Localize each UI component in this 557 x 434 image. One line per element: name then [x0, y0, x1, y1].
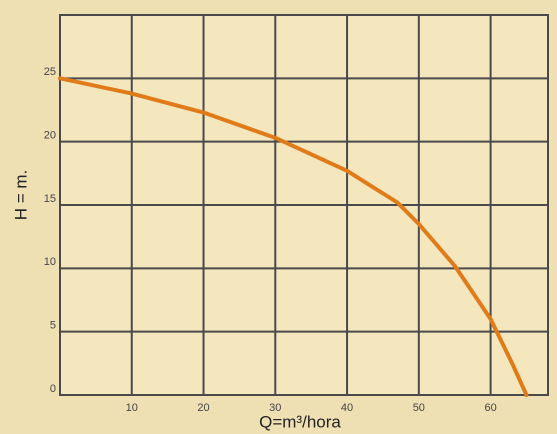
y-tick-label: 15	[44, 193, 56, 205]
curve	[58, 76, 529, 397]
y-tick-label: 10	[44, 256, 56, 268]
x-axis-label: Q=m³/hora	[259, 412, 341, 431]
y-tick-label: 0	[50, 383, 56, 395]
x-tick-label: 10	[126, 402, 138, 414]
y-tick-label: 25	[44, 66, 56, 78]
x-tick-label: 20	[197, 402, 209, 414]
y-tick-label: 5	[50, 320, 56, 332]
x-tick-label: 30	[269, 402, 281, 414]
x-tick-label: 50	[413, 402, 425, 414]
x-tick-label: 60	[484, 402, 496, 414]
y-tick-label: 20	[44, 130, 56, 142]
x-tick-label: 40	[341, 402, 353, 414]
y-axis-label: H = m.	[11, 170, 30, 221]
